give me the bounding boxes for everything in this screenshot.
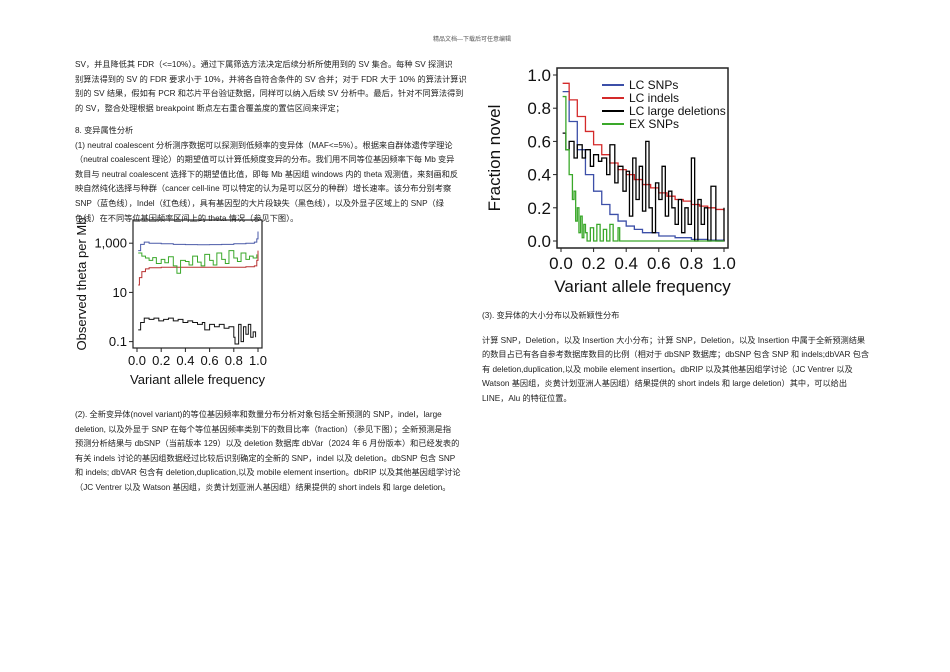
- text-line: 映自然纯化选择与种群（cancer cell-line 可以特定的认为是可以区分…: [75, 184, 452, 194]
- x-tick-label: 0.0: [128, 353, 146, 368]
- y-tick-label: 0.6: [527, 132, 551, 151]
- section-heading: 8. 变异属性分析: [75, 126, 134, 135]
- page-header: 精品文档---下载后可任意编辑: [433, 37, 511, 43]
- text-line: 色线）在不同等位基因频率区间上的 theta 情况（参见下图）。: [75, 213, 299, 223]
- y-tick-label: 0.2: [527, 199, 551, 218]
- y-tick-label: 0.0: [527, 232, 551, 251]
- series-line-1: [138, 250, 259, 286]
- x-tick-label: 0.2: [152, 353, 170, 368]
- legend-label: LC large deletions: [629, 104, 726, 118]
- fraction-novel-chart: 0.0 0.2 0.4 0.6 0.8 1.0 0.0 0.2 0.4 0.6 0.8 1.0 Vari…: [485, 66, 736, 296]
- section-variant-analysis: 8. 变异属性分析 (1) neutral coalescent 分析测序数据可…: [75, 124, 495, 226]
- text-line: (1) neutral coalescent 分析测序数据可以探测到低频率的变异…: [75, 140, 453, 150]
- text-line: 和 indels; dbVAR 包含有 deletion,duplication…: [75, 468, 461, 478]
- paragraph-novel-variant: (2). 全新变异体(novel variant)的等位基因频率和数量分布分析对…: [75, 408, 495, 496]
- series-line-0: [138, 231, 259, 252]
- y-tick-label: 10: [113, 285, 127, 300]
- x-axis-label: Variant allele frequency: [554, 277, 731, 296]
- text-line: 的 SV，整合处理根据 breakpoint 断点左右重合覆盖度的置信区间来评定…: [75, 103, 344, 113]
- x-tick-label: 0.8: [680, 254, 704, 273]
- text-line: Watson 基因组，炎黄计划亚洲人基因组）结果提供的 short indels…: [482, 379, 848, 389]
- series-line-3: [138, 317, 257, 345]
- x-tick-label: 0.6: [201, 353, 219, 368]
- text-line: 计算 SNP，Deletion，以及 Insertion 大小分布；计算 SNP…: [482, 335, 866, 345]
- x-tick-label: 1.0: [249, 353, 267, 368]
- x-tick-label: 0.4: [176, 353, 194, 368]
- text-line: (2). 全新变异体(novel variant)的等位基因频率和数量分布分析对…: [75, 410, 442, 419]
- series-line-3: [562, 95, 724, 242]
- y-tick-label: 0.1: [109, 334, 127, 349]
- text-line: （neutral coalescent 理论）的期望值可以计算低频度变异的分布。…: [75, 155, 455, 165]
- text-line: 别算法得到的 SV 的 FDR 要求小于 10%，并将各自符合条件的 SV 合并…: [75, 74, 467, 84]
- text-line: 有关 indels 讨论的基因组数据经过比较后识别确定的全新的 SNP，inde…: [75, 453, 456, 463]
- x-tick-label: 0.4: [614, 254, 638, 273]
- y-axis-label: Observed theta per Mb: [74, 218, 89, 350]
- text-line: SNP（蓝色线），Indel（红色线），具有基因型的大片段缺失（黑色线），以及外…: [75, 198, 444, 208]
- y-tick-label: 1,000: [94, 236, 127, 251]
- x-tick-label: 0.0: [549, 254, 573, 273]
- plot-frame: [556, 67, 729, 249]
- plot-frame: [132, 219, 263, 349]
- x-tick-label: 1.0: [712, 254, 736, 273]
- legend-label: LC SNPs: [629, 78, 678, 92]
- y-axis-label: Fraction novel: [485, 105, 504, 212]
- text-line: LINE，Alu 的特征位置。: [482, 393, 572, 403]
- y-tick-label: 1.0: [527, 66, 551, 85]
- legend-label: EX SNPs: [629, 117, 679, 131]
- text-line: （JC Ventrer 以及 Watson 基因组，炎黄计划亚洲人基因组）结果提…: [75, 482, 451, 492]
- text-line: 预测分析结果与 dbSNP（当前版本 129）以及 deletion 数据库 d…: [75, 439, 460, 449]
- x-axis-label: Variant allele frequency: [130, 372, 265, 387]
- x-tick-label: 0.2: [582, 254, 606, 273]
- text-line: 的数目占已有各自参考数据库数目的比例（相对于 dbSNP 数据库；dbSNP 包…: [482, 350, 870, 360]
- text-line: 数目与 neutral coalescent 选择下的期望值比值，即每 Mb 基…: [75, 169, 459, 179]
- section-size-distribution: (3). 变异体的大小分布以及新颖性分布 计算 SNP，Deletion，以及 …: [482, 309, 882, 407]
- text-line: SV，并且降低其 FDR（<=10%）。通过下属筛选方法决定后续分析所使用到的 …: [75, 60, 453, 69]
- series-line-2: [138, 250, 258, 274]
- text-line: 有 deletion,duplication,以及 mobile element…: [482, 364, 853, 374]
- y-tick-label: 0.4: [527, 166, 551, 185]
- series-line-2: [562, 132, 725, 242]
- x-tick-label: 0.8: [225, 353, 243, 368]
- theta-chart: 0.0 0.2 0.4 0.6 0.8 1.0 0.1 10 1,000 Variant alle…: [74, 218, 267, 387]
- section-heading: (3). 变异体的大小分布以及新颖性分布: [482, 311, 620, 320]
- text-line: 别的 SV 结果，假如有 PCR 和芯片平台验证数据，同样可以纳入后续 SV 分…: [75, 89, 464, 99]
- text-line: deletion, 以及外显于 SNP 在每个等位基因频率类别下的数目比率（fr…: [75, 424, 452, 434]
- paragraph-sv: SV，并且降低其 FDR（<=10%）。通过下属筛选方法决定后续分析所使用到的 …: [75, 58, 495, 116]
- x-tick-label: 0.6: [647, 254, 671, 273]
- y-tick-label: 0.8: [527, 99, 551, 118]
- legend-label: LC indels: [629, 91, 679, 105]
